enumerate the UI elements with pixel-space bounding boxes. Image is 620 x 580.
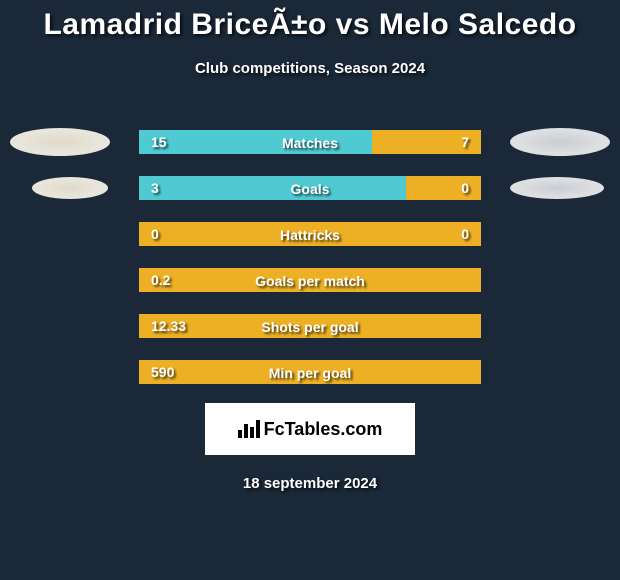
ellipse-placeholder (10, 358, 110, 386)
player-ellipse-left (10, 128, 110, 156)
stat-bar: 157Matches (138, 129, 482, 155)
ellipse-placeholder (10, 220, 110, 248)
stat-row: 590Min per goal (0, 349, 620, 395)
stat-right-value: 0 (461, 226, 469, 242)
ellipse-placeholder (510, 220, 610, 248)
stat-bar: 590Min per goal (138, 359, 482, 385)
stat-bar-right (469, 268, 481, 292)
ellipse-placeholder (10, 312, 110, 340)
comparison-card: Lamadrid BriceÃ±o vs Melo Salcedo Club c… (0, 0, 620, 492)
stat-bar-left: 3 (139, 176, 406, 200)
ellipse-placeholder (10, 266, 110, 294)
stat-bar: 30Goals (138, 175, 482, 201)
stat-left-value: 0.2 (151, 272, 170, 288)
stat-bar-right (469, 314, 481, 338)
stat-bar-left: 12.33 (139, 314, 469, 338)
stat-right-value: 7 (461, 134, 469, 150)
branding-badge: FcTables.com (205, 403, 415, 455)
ellipse-placeholder (510, 266, 610, 294)
stats-list: 157Matches30Goals00Hattricks0.2Goals per… (0, 119, 620, 395)
stat-left-value: 590 (151, 364, 174, 380)
stat-bar-right: 7 (372, 130, 481, 154)
subtitle: Club competitions, Season 2024 (0, 60, 620, 77)
player-ellipse-left (32, 177, 108, 199)
player-ellipse-right (510, 177, 604, 199)
stat-left-value: 0 (151, 226, 159, 242)
stat-left-value: 15 (151, 134, 167, 150)
ellipse-placeholder (510, 312, 610, 340)
stat-right-value: 0 (461, 180, 469, 196)
stat-bar-left: 0.2 (139, 268, 469, 292)
stat-bar: 00Hattricks (138, 221, 482, 247)
page-title: Lamadrid BriceÃ±o vs Melo Salcedo (0, 8, 620, 42)
stat-bar: 0.2Goals per match (138, 267, 482, 293)
date-text: 18 september 2024 (0, 475, 620, 492)
bars-icon (238, 420, 260, 438)
stat-row: 157Matches (0, 119, 620, 165)
stat-left-value: 12.33 (151, 318, 186, 334)
stat-bar-right: 0 (469, 222, 481, 246)
stat-left-value: 3 (151, 180, 159, 196)
stat-bar-left: 0 (139, 222, 469, 246)
stat-bar-left: 15 (139, 130, 372, 154)
stat-row: 0.2Goals per match (0, 257, 620, 303)
stat-bar-right: 0 (406, 176, 481, 200)
ellipse-placeholder (510, 358, 610, 386)
stat-row: 00Hattricks (0, 211, 620, 257)
player-ellipse-right (510, 128, 610, 156)
branding-text: FcTables.com (264, 419, 383, 440)
stat-bar-right (469, 360, 481, 384)
stat-bar: 12.33Shots per goal (138, 313, 482, 339)
stat-row: 30Goals (0, 165, 620, 211)
stat-row: 12.33Shots per goal (0, 303, 620, 349)
stat-bar-left: 590 (139, 360, 469, 384)
